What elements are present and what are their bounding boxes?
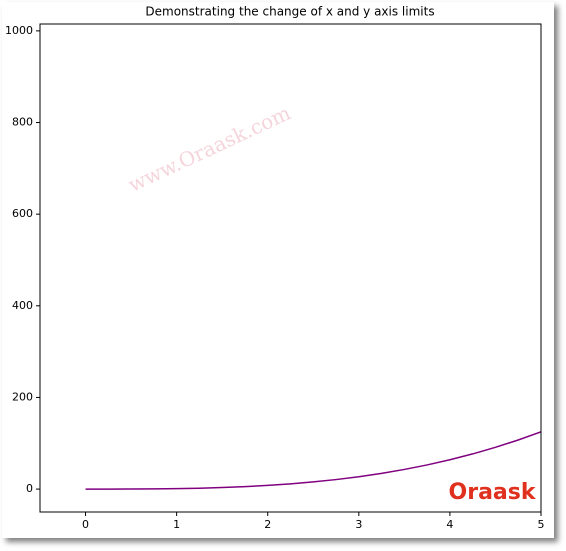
x-tick-label: 2 xyxy=(264,518,271,531)
x-tick-label: 1 xyxy=(173,518,180,531)
y-tick-label: 400 xyxy=(12,299,33,312)
chart-title: Demonstrating the change of x and y axis… xyxy=(145,5,434,19)
x-tick-label: 3 xyxy=(355,518,362,531)
frame xyxy=(2,2,554,538)
y-tick-label: 600 xyxy=(12,207,33,220)
x-tick-label: 0 xyxy=(82,518,89,531)
logo: Oraask xyxy=(449,480,537,505)
y-tick-label: 1000 xyxy=(5,24,33,37)
x-tick-label: 5 xyxy=(538,518,545,531)
plot-frame xyxy=(39,23,542,513)
x-tick-label: 4 xyxy=(446,518,453,531)
line xyxy=(85,431,541,490)
y-tick-label: 0 xyxy=(26,482,33,495)
y-tick-label: 200 xyxy=(12,390,33,403)
y-tick-label: 800 xyxy=(12,116,33,129)
